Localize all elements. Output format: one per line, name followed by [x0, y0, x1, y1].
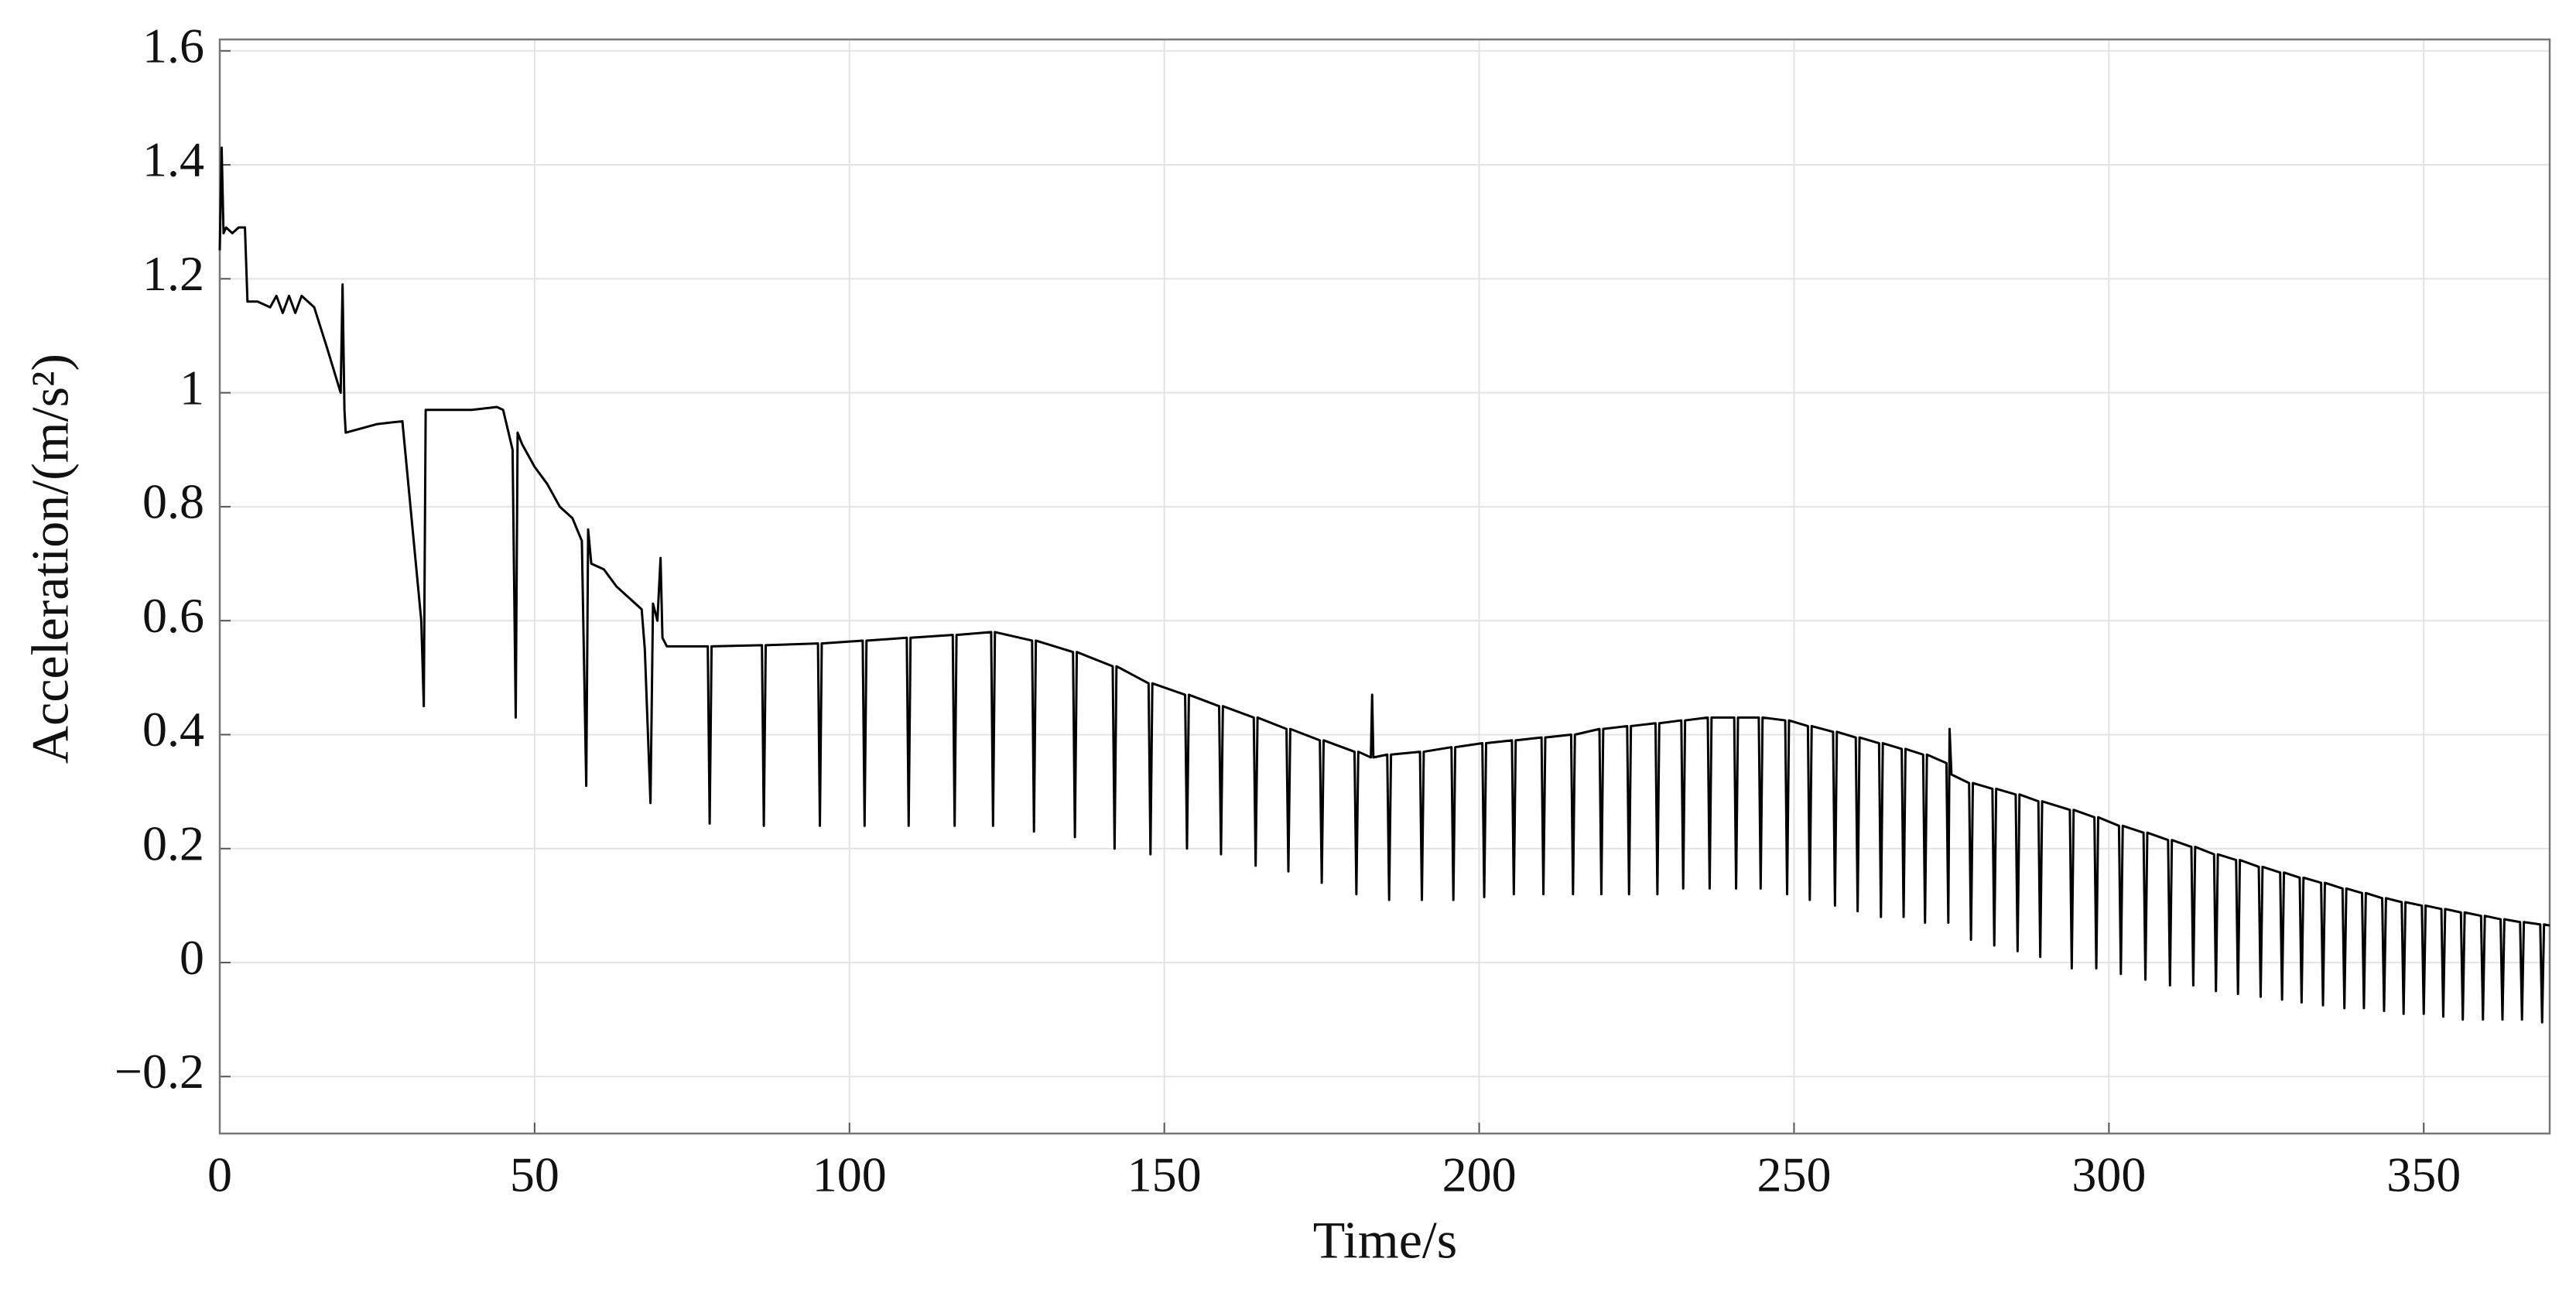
y-tick-label: 0.8: [142, 474, 204, 529]
x-tick-label: 150: [1127, 1147, 1202, 1202]
y-tick-label: 0.6: [142, 588, 204, 643]
x-axis-title: Time/s: [1313, 1211, 1457, 1270]
x-tick-label: 200: [1442, 1147, 1517, 1202]
x-tick-label: 250: [1757, 1147, 1831, 1202]
y-tick-label: 0.4: [142, 702, 204, 757]
x-tick-label: 350: [2386, 1147, 2461, 1202]
y-tick-label: 0.2: [142, 816, 204, 870]
y-tick-label: 1: [180, 360, 204, 415]
plot-frame: [218, 38, 2551, 1135]
x-tick-label: 50: [510, 1147, 559, 1202]
y-tick-label: 1.6: [142, 18, 204, 73]
y-tick-label: 1.2: [142, 246, 204, 301]
y-tick-label: 0: [180, 930, 204, 985]
x-tick-label: 300: [2071, 1147, 2146, 1202]
x-tick-label: 0: [207, 1147, 232, 1202]
y-tick-label: −0.2: [115, 1044, 204, 1099]
y-axis-title: Acceleration/(m/s²): [21, 354, 80, 764]
y-tick-label: 1.4: [142, 132, 204, 187]
series-line: [218, 146, 2550, 1024]
x-tick-label: 100: [812, 1147, 887, 1202]
